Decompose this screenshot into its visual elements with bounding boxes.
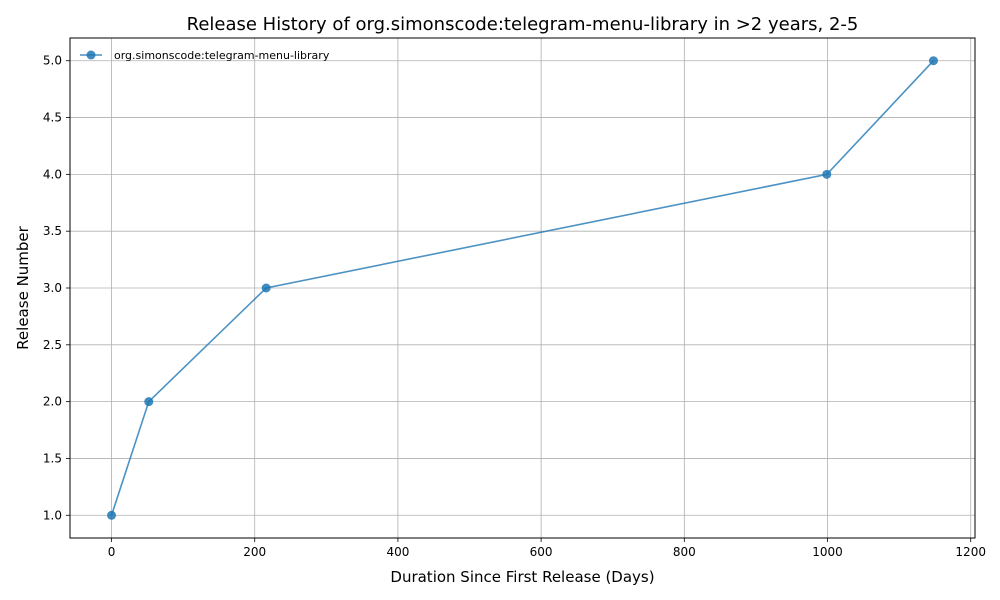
- y-tick-label: 2.5: [43, 338, 62, 352]
- y-tick-label: 3.0: [43, 281, 62, 295]
- x-tick-label: 200: [243, 545, 266, 559]
- y-tick-label: 4.5: [43, 111, 62, 125]
- y-tick-label: 1.5: [43, 451, 62, 465]
- data-point: [107, 510, 117, 520]
- y-tick-label: 2.0: [43, 395, 62, 409]
- data-point: [144, 397, 154, 407]
- x-axis-label: Duration Since First Release (Days): [390, 568, 654, 586]
- legend: org.simonscode:telegram-menu-library: [80, 49, 330, 62]
- y-axis-label: Release Number: [14, 225, 32, 349]
- x-tick-label: 1200: [955, 545, 986, 559]
- x-tick-label: 800: [673, 545, 696, 559]
- data-point: [928, 56, 938, 66]
- x-tick-label: 400: [386, 545, 409, 559]
- x-tick-label: 1000: [812, 545, 843, 559]
- x-tick-label: 600: [530, 545, 553, 559]
- data-point: [261, 283, 271, 293]
- x-tick-label: 0: [108, 545, 116, 559]
- chart-title: Release History of org.simonscode:telegr…: [187, 14, 859, 35]
- data-point: [822, 169, 832, 179]
- y-tick-label: 1.0: [43, 508, 62, 522]
- series-layer: [107, 56, 938, 520]
- legend-label: org.simonscode:telegram-menu-library: [114, 49, 330, 62]
- y-tick-label: 4.0: [43, 167, 62, 181]
- y-tick-label: 5.0: [43, 54, 62, 68]
- ticks: 0 200 400 600 800 1000 1200 1.0 1.5 2.0 2.5 3.0 3.5 4…: [43, 54, 986, 559]
- legend-marker: [86, 50, 96, 60]
- y-tick-label: 3.5: [43, 224, 62, 238]
